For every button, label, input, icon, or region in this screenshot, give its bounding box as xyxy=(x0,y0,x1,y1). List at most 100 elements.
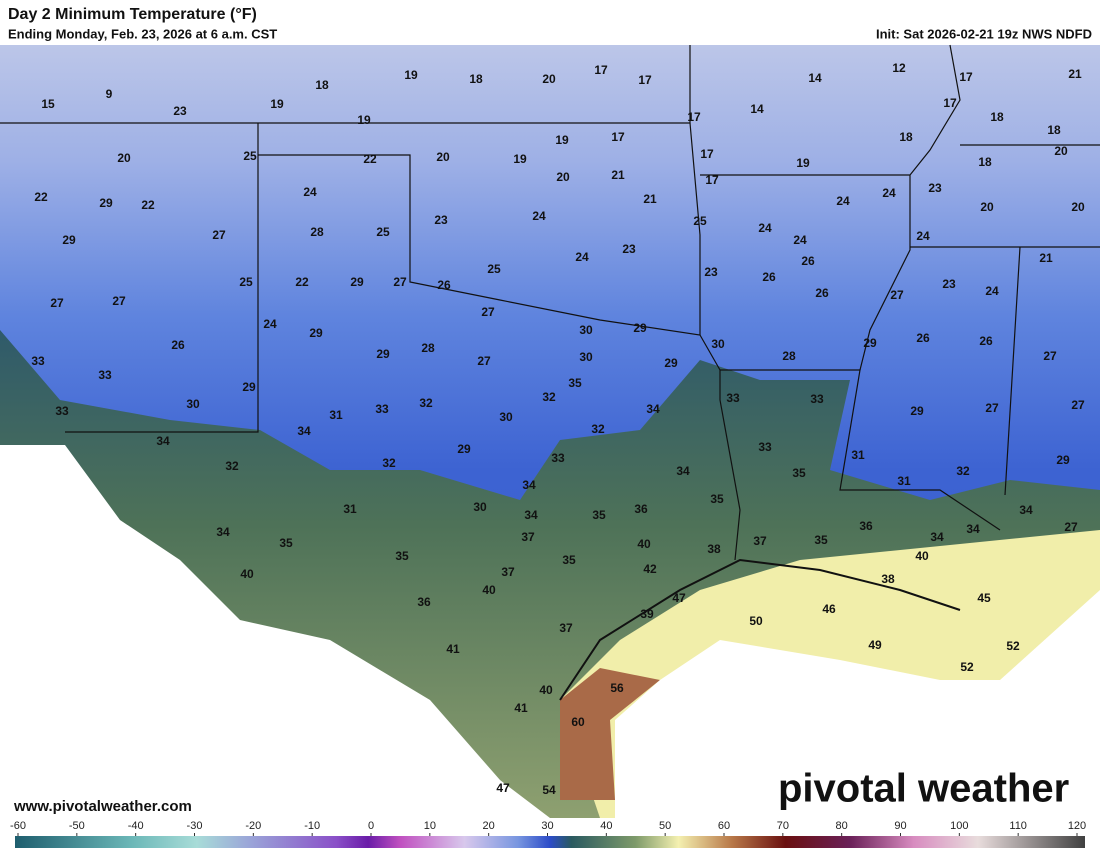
colorbar-tick-label: -40 xyxy=(128,820,144,832)
temperature-label: 26 xyxy=(979,334,993,348)
temperature-label: 28 xyxy=(421,341,435,355)
temperature-label: 60 xyxy=(571,715,585,729)
temperature-label: 17 xyxy=(705,173,719,187)
temperature-label: 35 xyxy=(592,508,606,522)
temperature-label: 23 xyxy=(942,277,956,291)
header-background xyxy=(0,0,1100,45)
temperature-label: 32 xyxy=(956,464,970,478)
temperature-label: 42 xyxy=(643,562,657,576)
temperature-label: 56 xyxy=(610,681,624,695)
temperature-label: 14 xyxy=(750,102,764,116)
temperature-label: 26 xyxy=(762,270,776,284)
temperature-label: 35 xyxy=(814,533,828,547)
state-border xyxy=(258,154,741,561)
temperature-label: 29 xyxy=(910,404,924,418)
temperature-label: 24 xyxy=(303,185,317,199)
colorbar-tick-label: 0 xyxy=(368,820,374,832)
temperature-label: 37 xyxy=(521,530,535,544)
temperature-label: 24 xyxy=(532,209,546,223)
temperature-label: 22 xyxy=(34,190,48,204)
temperature-label: 33 xyxy=(98,368,112,382)
temperature-label: 45 xyxy=(977,591,991,605)
temperature-label: 28 xyxy=(310,225,324,239)
temperature-label: 19 xyxy=(555,133,569,147)
temperature-label: 23 xyxy=(622,242,636,256)
temperature-label: 24 xyxy=(575,250,589,264)
boundaries xyxy=(0,44,1100,701)
temperature-label: 25 xyxy=(487,262,501,276)
temperature-label: 17 xyxy=(687,110,701,124)
temperature-label: 24 xyxy=(758,221,772,235)
mexico xyxy=(0,445,550,818)
subtitle: Ending Monday, Feb. 23, 2026 at 6 a.m. C… xyxy=(8,26,277,41)
colorbar-tick-label: 50 xyxy=(659,820,671,832)
temperature-label: 47 xyxy=(672,591,686,605)
temperature-label: 27 xyxy=(393,275,407,289)
temperature-label: 33 xyxy=(31,354,45,368)
colorbar xyxy=(15,836,1085,848)
temperature-label: 12 xyxy=(892,61,906,75)
temperature-label: 18 xyxy=(315,78,329,92)
temperature-label: 40 xyxy=(240,567,254,581)
temperature-label: 15 xyxy=(41,97,55,111)
temperature-label: 35 xyxy=(395,549,409,563)
temperature-label: 17 xyxy=(611,130,625,144)
temperature-label: 29 xyxy=(457,442,471,456)
temperature-label: 26 xyxy=(171,338,185,352)
temperature-label: 38 xyxy=(707,542,721,556)
colorbar-tick-label: 110 xyxy=(1009,820,1027,832)
temperature-label: 31 xyxy=(329,408,343,422)
temperature-label: 24 xyxy=(882,186,896,200)
temperature-label: 29 xyxy=(62,233,76,247)
temperature-label: 46 xyxy=(822,602,836,616)
temperature-label: 37 xyxy=(753,534,767,548)
temperature-label: 26 xyxy=(815,286,829,300)
temperature-label: 37 xyxy=(559,621,573,635)
temperature-label: 35 xyxy=(792,466,806,480)
temperature-label: 29 xyxy=(242,380,256,394)
colorbar-tick-label: -60 xyxy=(10,820,26,832)
temperature-label: 40 xyxy=(915,549,929,563)
temperature-label: 34 xyxy=(524,508,538,522)
temperature-label: 22 xyxy=(141,198,155,212)
temperature-label: 34 xyxy=(646,402,660,416)
temperature-label: 30 xyxy=(186,397,200,411)
temperature-label: 36 xyxy=(417,595,431,609)
temperature-label: 19 xyxy=(796,156,810,170)
logo: pivotal weather xyxy=(778,767,1069,811)
temperature-label: 20 xyxy=(436,150,450,164)
colorbar-tick-label: 20 xyxy=(483,820,495,832)
temperature-label: 26 xyxy=(437,278,451,292)
temperature-label: 30 xyxy=(711,337,725,351)
temperature-label: 29 xyxy=(376,347,390,361)
temperature-label: 21 xyxy=(611,168,625,182)
temperature-label: 29 xyxy=(633,321,647,335)
temperature-label: 33 xyxy=(758,440,772,454)
colorbar-tick-label: 10 xyxy=(424,820,436,832)
temperature-label: 25 xyxy=(239,275,253,289)
temperature-label: 18 xyxy=(469,72,483,86)
temperature-label: 27 xyxy=(1043,349,1057,363)
temperature-label: 20 xyxy=(556,170,570,184)
temperature-label: 27 xyxy=(50,296,64,310)
colorbar-tick-label: 30 xyxy=(541,820,553,832)
colorbar-tick-label: 80 xyxy=(836,820,848,832)
temperature-label: 29 xyxy=(664,356,678,370)
temperature-label: 38 xyxy=(881,572,895,586)
temperature-label: 30 xyxy=(499,410,513,424)
gulf-hot-region xyxy=(560,668,660,800)
temperature-label: 25 xyxy=(376,225,390,239)
temperature-label: 34 xyxy=(676,464,690,478)
temperature-label: 32 xyxy=(591,422,605,436)
temperature-label: 29 xyxy=(99,196,113,210)
temperature-label: 31 xyxy=(343,502,357,516)
temperature-label: 31 xyxy=(897,474,911,488)
temperature-label: 54 xyxy=(542,783,556,797)
coastline xyxy=(559,558,961,701)
temperature-label: 21 xyxy=(643,192,657,206)
temperature-label: 32 xyxy=(419,396,433,410)
website-url: www.pivotalweather.com xyxy=(13,798,192,815)
temperature-label: 21 xyxy=(1039,251,1053,265)
temperature-label: 26 xyxy=(801,254,815,268)
